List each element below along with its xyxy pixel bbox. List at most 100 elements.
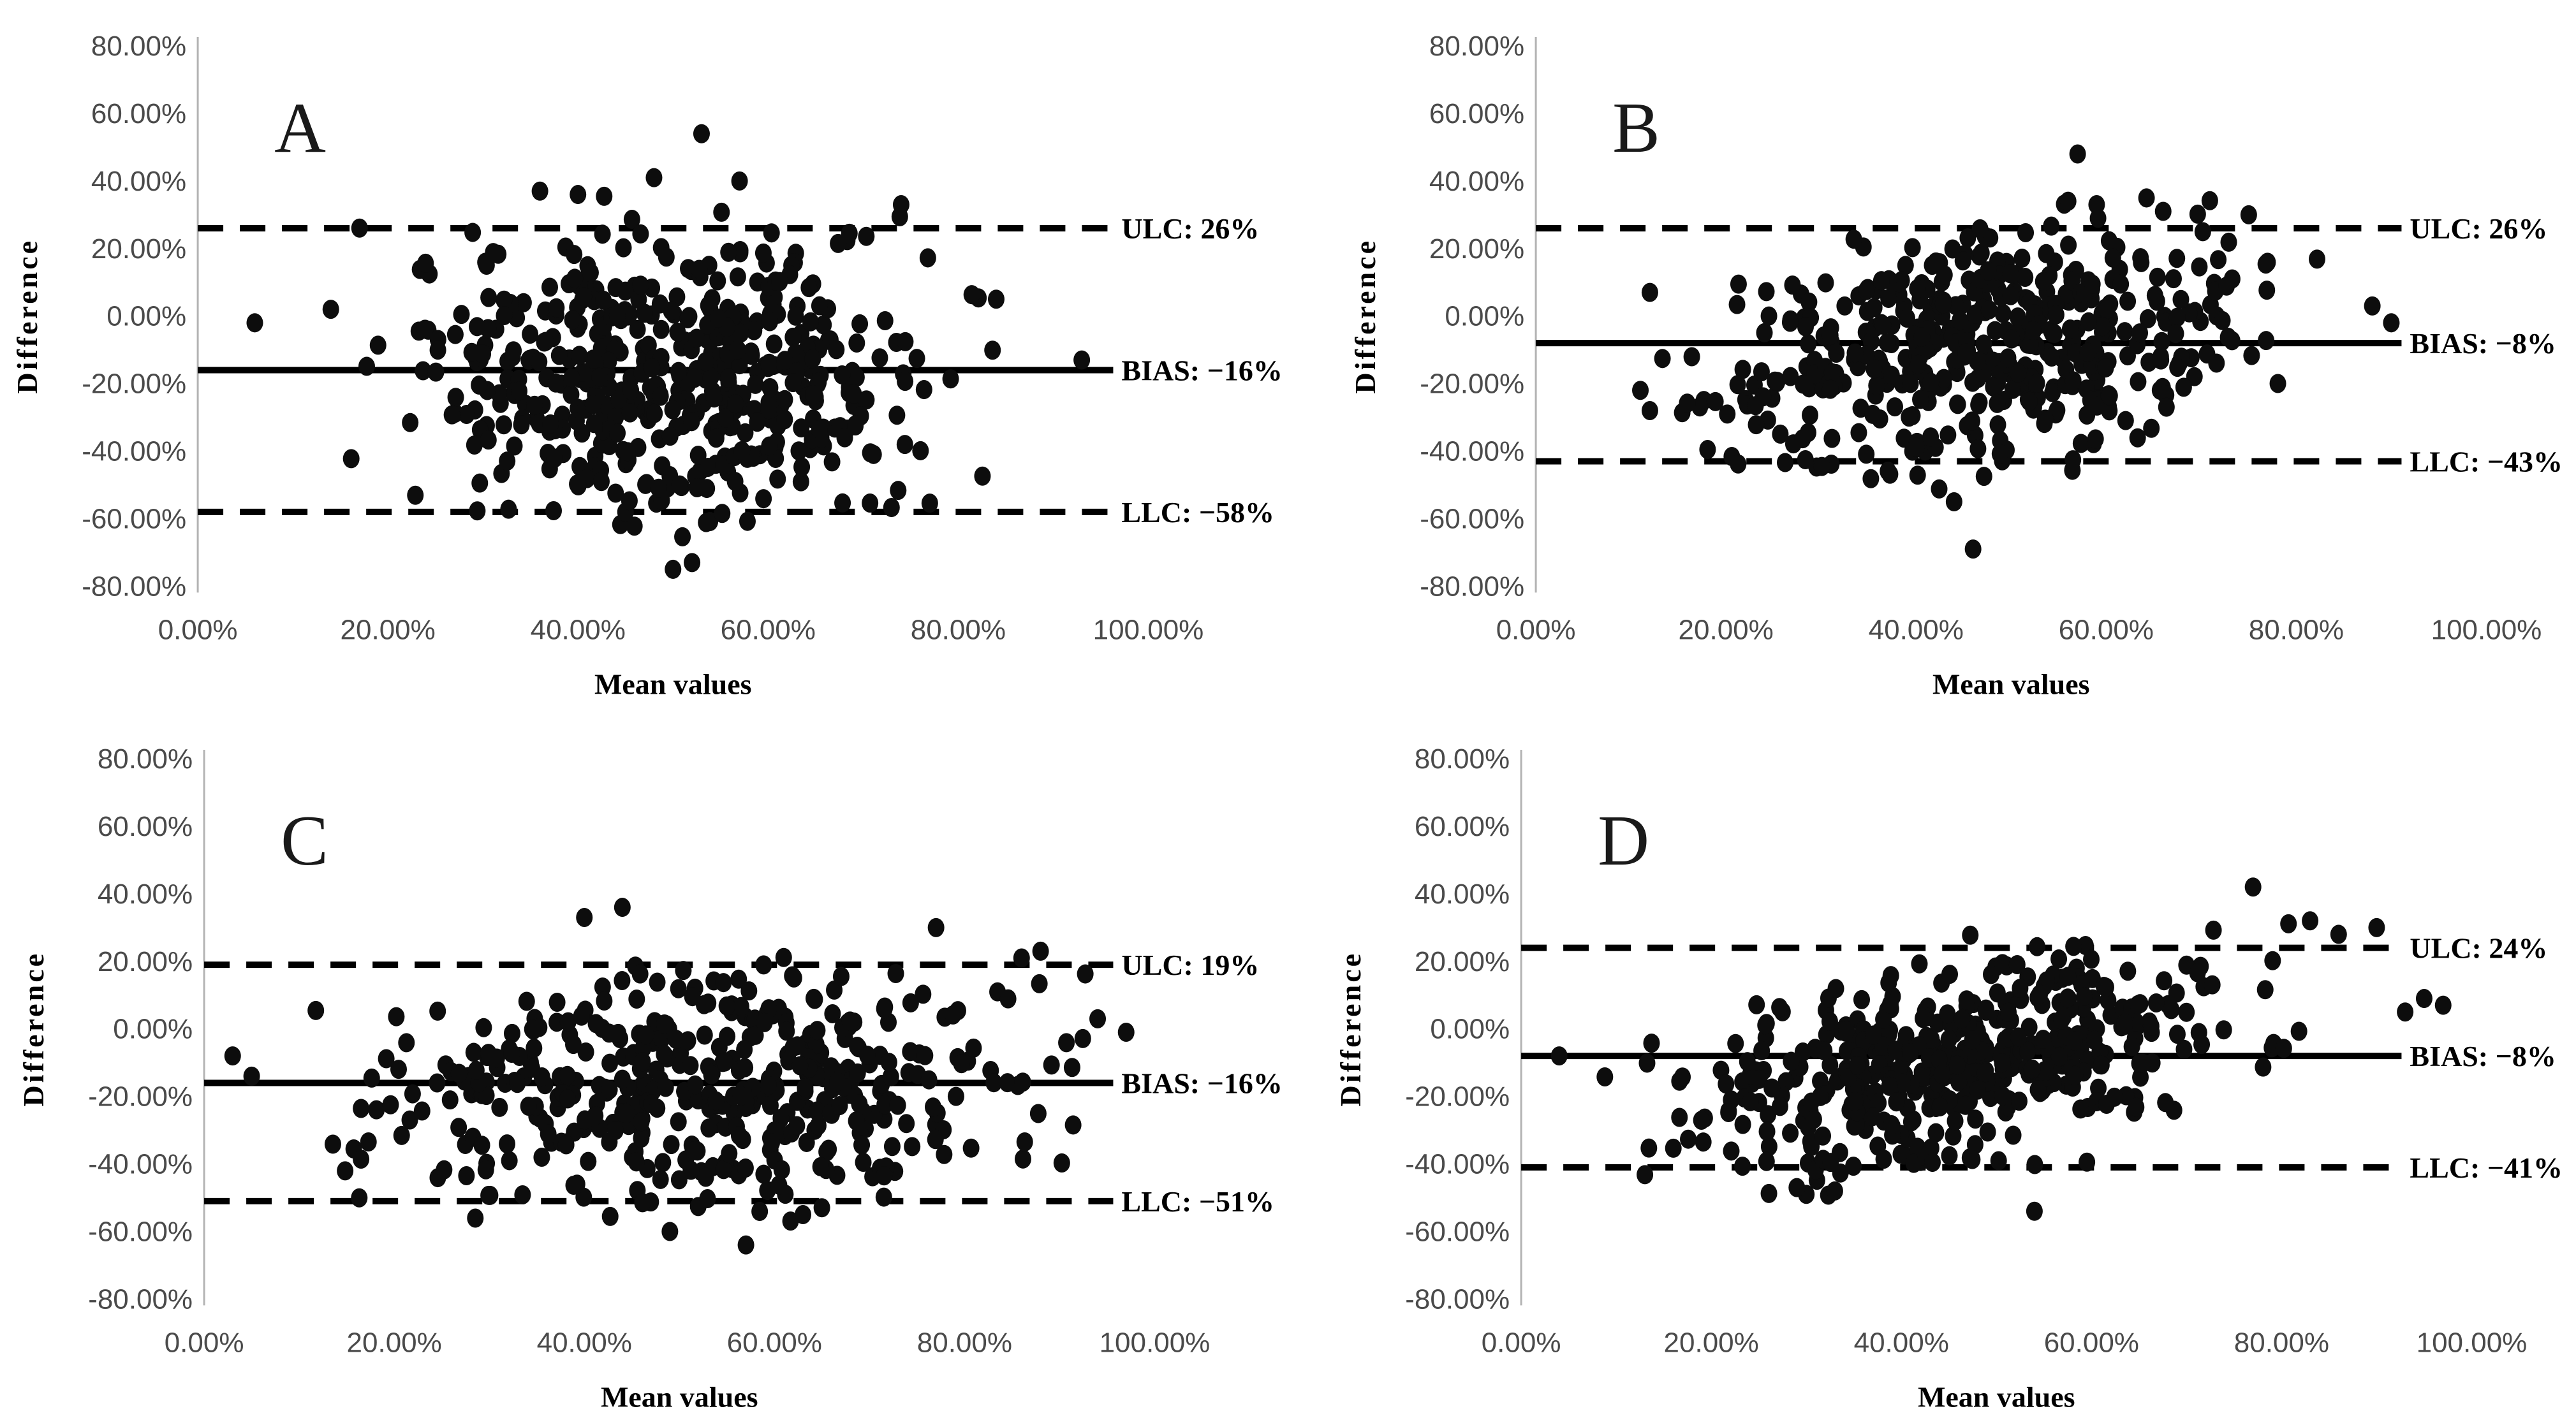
data-point <box>495 415 512 435</box>
data-point <box>2066 343 2084 363</box>
data-point <box>2066 1065 2083 1085</box>
data-point <box>2244 877 2262 896</box>
x-tick-label: 40.00% <box>1868 614 1963 645</box>
data-point <box>2031 984 2048 1004</box>
data-point <box>1910 354 1927 374</box>
data-point <box>469 501 486 521</box>
data-point <box>1077 964 1094 984</box>
data-point <box>1781 367 1799 386</box>
data-point <box>475 1018 492 1037</box>
data-point <box>1043 1055 1060 1074</box>
data-point <box>2104 248 2121 268</box>
data-point <box>393 1125 410 1145</box>
data-point <box>737 1158 754 1178</box>
data-point <box>2087 429 2104 449</box>
data-point <box>322 300 339 319</box>
data-point <box>791 1056 809 1076</box>
data-point <box>2142 418 2160 438</box>
data-point <box>550 346 568 365</box>
data-point <box>811 420 828 439</box>
data-point <box>501 1150 518 1170</box>
data-point <box>566 245 583 265</box>
data-point <box>778 1021 795 1041</box>
y-tick-label: 80.00% <box>98 743 193 775</box>
data-point <box>2204 975 2221 995</box>
data-point <box>876 1166 893 1185</box>
data-point <box>732 243 749 263</box>
data-point <box>1822 1152 1839 1172</box>
data-point <box>2028 937 2045 956</box>
y-tick-label: -60.00% <box>1420 503 1524 534</box>
data-point <box>732 323 749 343</box>
data-point <box>858 226 875 246</box>
data-point <box>515 293 532 312</box>
data-point <box>577 1042 594 1062</box>
data-point <box>1875 1149 1892 1169</box>
data-point <box>1898 309 1915 328</box>
data-point <box>614 1069 631 1089</box>
data-point <box>2072 434 2089 453</box>
data-point <box>592 472 610 492</box>
data-point <box>732 1086 749 1106</box>
x-tick-label: 60.00% <box>2058 614 2153 645</box>
data-point <box>537 332 554 351</box>
data-point <box>2189 963 2206 983</box>
data-point <box>1823 363 1841 383</box>
data-point <box>830 233 847 253</box>
data-point <box>1947 296 1964 316</box>
data-point <box>2052 1010 2070 1030</box>
data-point <box>1770 997 1788 1017</box>
data-point <box>755 1164 772 1184</box>
data-point <box>594 1018 611 1038</box>
data-point <box>2050 949 2067 968</box>
x-tick-label: 100.00% <box>1100 1327 1211 1358</box>
data-point <box>1969 1080 1986 1100</box>
x-tick-label: 100.00% <box>2431 614 2542 645</box>
data-point <box>480 1185 497 1205</box>
data-point <box>663 1134 680 1154</box>
data-point <box>2168 307 2186 327</box>
data-point <box>1781 1123 1799 1143</box>
data-point <box>473 1135 490 1155</box>
data-point <box>763 1132 781 1152</box>
data-point <box>1922 427 1939 447</box>
data-point <box>2123 1037 2140 1056</box>
data-point <box>737 1235 754 1255</box>
data-point <box>1031 974 1048 993</box>
data-point <box>2155 970 2172 990</box>
llc-annotation: LLC: −58% <box>1121 496 1274 529</box>
data-point <box>834 365 851 385</box>
data-point <box>1734 1114 1751 1134</box>
data-point <box>1821 1055 1838 1074</box>
ulc-annotation: ULC: 24% <box>2410 932 2547 964</box>
data-point <box>2036 1061 2054 1081</box>
data-point <box>587 1106 604 1125</box>
data-point <box>1963 1150 1980 1169</box>
data-point <box>761 436 778 456</box>
data-point <box>686 1075 703 1095</box>
data-point <box>731 171 748 191</box>
x-tick-label: 20.00% <box>1678 614 1773 645</box>
data-point <box>1728 295 1746 314</box>
data-point <box>670 1169 688 1189</box>
bias-annotation: BIAS: −16% <box>1121 354 1282 386</box>
data-point <box>2017 223 2034 243</box>
data-point <box>607 483 624 503</box>
data-point <box>665 559 682 579</box>
data-point <box>797 1078 814 1097</box>
data-point <box>707 1091 725 1111</box>
data-point <box>1769 372 1786 391</box>
y-tick-label: 20.00% <box>91 233 186 265</box>
y-tick-label: 40.00% <box>91 166 186 197</box>
data-point <box>1794 374 1811 394</box>
data-point <box>2004 379 2021 399</box>
data-point <box>1783 275 1800 295</box>
data-point <box>2035 414 2052 434</box>
data-point <box>919 248 936 268</box>
data-point <box>815 315 832 335</box>
data-point <box>224 1046 241 1065</box>
data-point <box>1827 344 1844 363</box>
data-point <box>698 513 715 532</box>
panel-d: 80.00% 60.00% 40.00% 20.00% 0.00% -20.00% -40.… <box>1288 713 2576 1425</box>
chart-d: 80.00% 60.00% 40.00% 20.00% 0.00% -20.00% -40.… <box>1334 743 2563 1413</box>
